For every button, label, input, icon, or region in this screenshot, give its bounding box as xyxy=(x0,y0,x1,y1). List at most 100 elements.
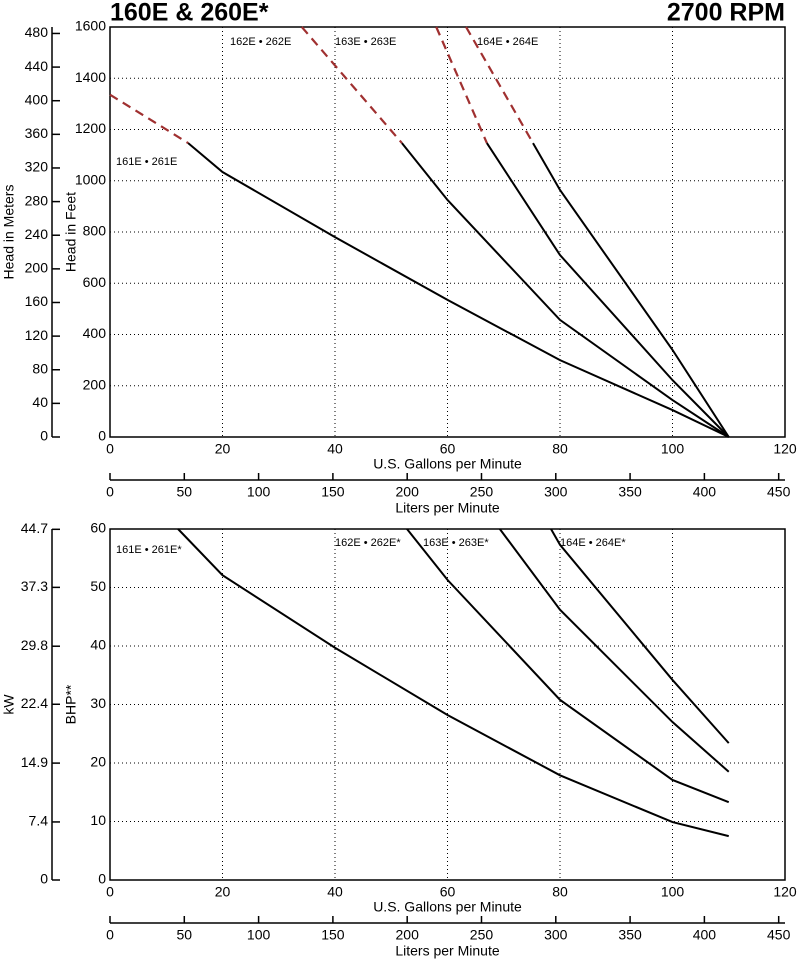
x-tick-label: 120 xyxy=(773,884,797,900)
y-tick-label: 50 xyxy=(90,578,106,594)
x-tick-label: 40 xyxy=(327,884,343,900)
series-label: 162E • 262E xyxy=(230,36,291,48)
y-tick-label: 600 xyxy=(83,274,107,290)
x-tick-label: 0 xyxy=(106,441,114,457)
y2-tick-label: 0 xyxy=(40,871,48,887)
x2-tick-label: 400 xyxy=(693,484,717,500)
dashed-curve xyxy=(435,26,488,144)
series-label: 161E • 261E xyxy=(116,156,177,168)
curve xyxy=(401,142,730,438)
x2-tick-label: 0 xyxy=(106,927,114,943)
y2-tick-label: 160 xyxy=(25,293,49,309)
x-tick-label: 60 xyxy=(440,884,456,900)
y-tick-label: 0 xyxy=(98,871,106,887)
curve xyxy=(486,142,730,438)
dashed-curve xyxy=(300,26,403,144)
y-axis-title: BHP** xyxy=(63,684,79,724)
y2-tick-label: 120 xyxy=(25,327,49,343)
x-tick-label: 80 xyxy=(552,441,568,457)
x2-axis-title: Liters per Minute xyxy=(395,943,499,959)
y2-tick-label: 480 xyxy=(25,24,49,40)
x-axis-title: U.S. Gallons per Minute xyxy=(373,456,522,472)
x-tick-label: 0 xyxy=(106,884,114,900)
x2-tick-label: 50 xyxy=(177,927,193,943)
y2-tick-label: 440 xyxy=(25,58,49,74)
y2-tick-label: 320 xyxy=(25,159,49,175)
plot-frame xyxy=(109,26,786,438)
x-tick-label: 20 xyxy=(215,884,231,900)
x2-tick-label: 300 xyxy=(544,927,568,943)
y2-tick-label: 37.3 xyxy=(21,578,48,594)
x2-tick-label: 100 xyxy=(247,927,271,943)
y-tick-label: 1400 xyxy=(75,69,106,85)
curve xyxy=(550,528,730,744)
y-tick-label: 20 xyxy=(90,754,106,770)
y2-tick-label: 280 xyxy=(25,192,49,208)
x2-axis-title: Liters per Minute xyxy=(395,500,499,516)
x2-tick-label: 150 xyxy=(321,484,345,500)
series-label: 163E • 263E* xyxy=(423,537,489,549)
y2-tick-label: 0 xyxy=(40,428,48,444)
curve xyxy=(187,142,730,438)
series-label: 164E • 264E* xyxy=(560,537,626,549)
plot-frame xyxy=(109,528,786,881)
chart-title: 160E & 260E* xyxy=(110,0,269,27)
x2-tick-label: 0 xyxy=(106,484,114,500)
y-tick-label: 800 xyxy=(83,223,107,239)
x2-tick-label: 100 xyxy=(247,484,271,500)
y-tick-label: 0 xyxy=(98,428,106,444)
series-label: 163E • 263E xyxy=(335,36,396,48)
y2-tick-label: 22.4 xyxy=(21,695,48,711)
x2-tick-label: 200 xyxy=(396,484,420,500)
y-tick-label: 200 xyxy=(83,376,107,392)
x-tick-label: 100 xyxy=(661,884,685,900)
x-tick-label: 60 xyxy=(440,441,456,457)
x2-tick-label: 150 xyxy=(321,927,345,943)
y2-tick-label: 44.7 xyxy=(21,520,48,536)
x2-tick-label: 450 xyxy=(767,484,791,500)
x-tick-label: 120 xyxy=(773,441,797,457)
curve xyxy=(532,142,730,438)
y2-tick-label: 40 xyxy=(32,394,48,410)
dashed-curve xyxy=(465,26,534,144)
y-tick-label: 1000 xyxy=(75,171,106,187)
x-axis-title: U.S. Gallons per Minute xyxy=(373,899,522,915)
x2-tick-label: 50 xyxy=(177,484,193,500)
y-tick-label: 10 xyxy=(90,812,106,828)
y2-tick-label: 240 xyxy=(25,226,49,242)
curve xyxy=(499,528,730,773)
x-tick-label: 20 xyxy=(215,441,231,457)
x2-tick-label: 450 xyxy=(767,927,791,943)
y2-tick-label: 360 xyxy=(25,125,49,141)
y2-axis-title: kW xyxy=(1,694,17,715)
y-tick-label: 1200 xyxy=(75,120,106,136)
y2-tick-label: 200 xyxy=(25,260,49,276)
x-tick-label: 80 xyxy=(552,884,568,900)
x2-tick-label: 250 xyxy=(470,927,494,943)
y-tick-label: 60 xyxy=(90,520,106,536)
x-tick-label: 100 xyxy=(661,441,685,457)
series-label: 161E • 261E* xyxy=(116,544,182,556)
x2-tick-label: 350 xyxy=(618,484,642,500)
y-axis-title: Head in Feet xyxy=(63,192,79,272)
y2-tick-label: 400 xyxy=(25,91,49,107)
y2-axis-title: Head in Meters xyxy=(1,185,17,280)
x2-tick-label: 400 xyxy=(693,927,717,943)
x2-tick-label: 300 xyxy=(544,484,568,500)
x-tick-label: 40 xyxy=(327,441,343,457)
x2-tick-label: 250 xyxy=(470,484,494,500)
y-tick-label: 1600 xyxy=(75,18,106,34)
y-tick-label: 400 xyxy=(83,325,107,341)
x2-tick-label: 350 xyxy=(618,927,642,943)
y-tick-label: 40 xyxy=(90,637,106,653)
y2-tick-label: 80 xyxy=(32,360,48,376)
x2-tick-label: 200 xyxy=(396,927,420,943)
y2-tick-label: 14.9 xyxy=(21,754,48,770)
curve xyxy=(177,528,729,838)
series-label: 164E • 264E xyxy=(477,36,538,48)
chart-subtitle: 2700 RPM xyxy=(667,0,785,27)
series-label: 162E • 262E* xyxy=(335,537,401,549)
y-tick-label: 30 xyxy=(90,695,106,711)
dashed-curve xyxy=(109,93,189,145)
